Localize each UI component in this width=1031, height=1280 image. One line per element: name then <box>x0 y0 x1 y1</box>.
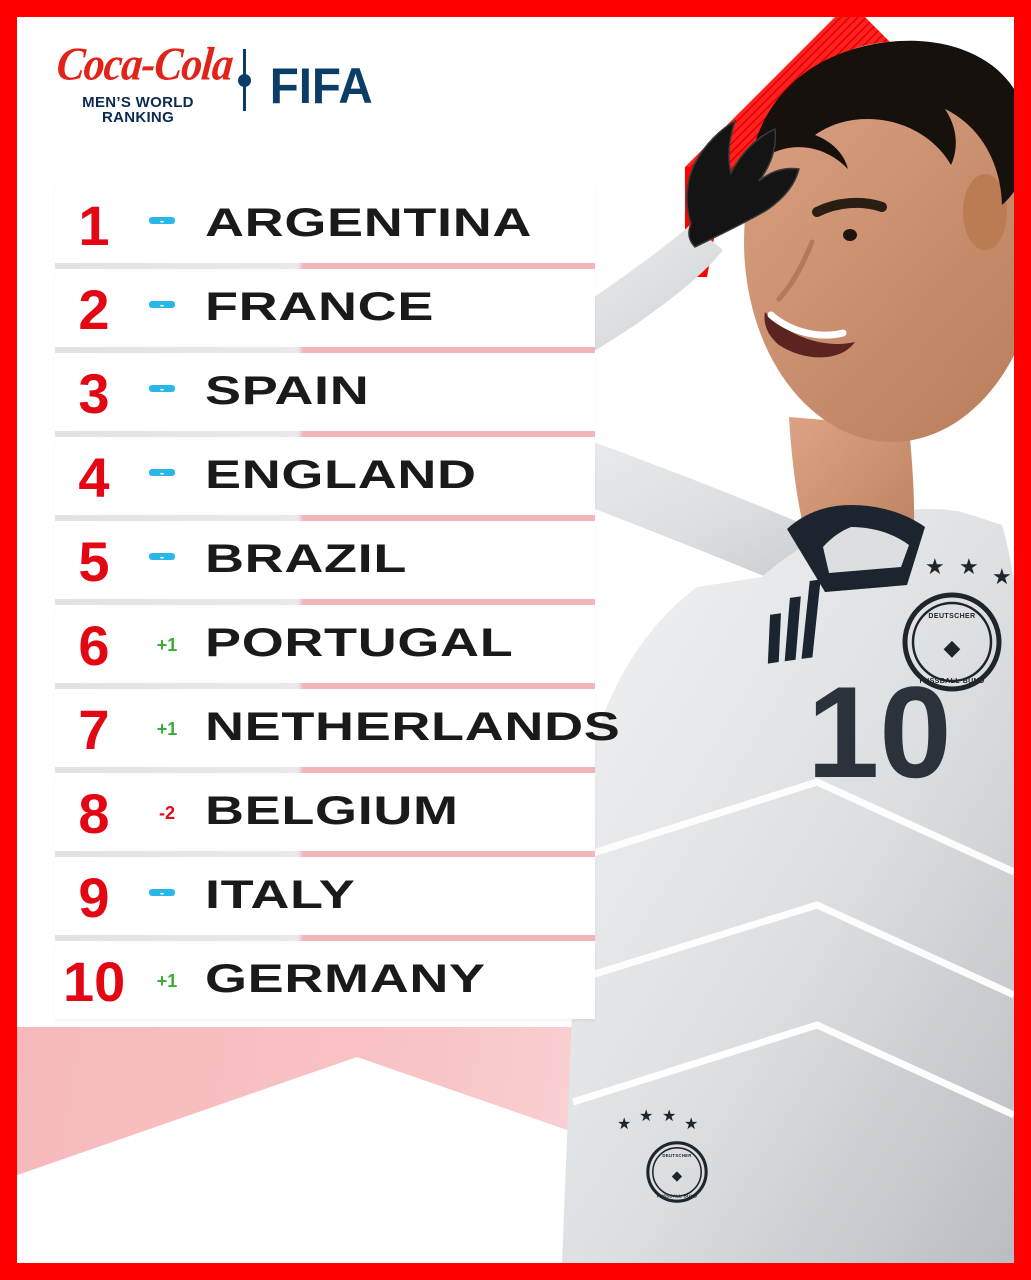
svg-text:★: ★ <box>959 554 979 579</box>
svg-text:DEUTSCHER: DEUTSCHER <box>662 1153 692 1158</box>
svg-text:10: 10 <box>807 659 952 805</box>
svg-text:★: ★ <box>925 554 945 579</box>
svg-text:★: ★ <box>684 1116 698 1133</box>
svg-text:★: ★ <box>992 564 1012 589</box>
svg-text:DEUTSCHER: DEUTSCHER <box>928 613 975 620</box>
svg-text:★: ★ <box>892 564 912 589</box>
svg-text:★: ★ <box>662 1108 676 1125</box>
svg-text:★: ★ <box>617 1116 631 1133</box>
svg-text:◆: ◆ <box>944 635 961 660</box>
svg-text:FUSSBALL·BUND: FUSSBALL·BUND <box>657 1193 697 1198</box>
svg-text:◆: ◆ <box>672 1168 683 1183</box>
svg-text:★: ★ <box>639 1108 653 1125</box>
